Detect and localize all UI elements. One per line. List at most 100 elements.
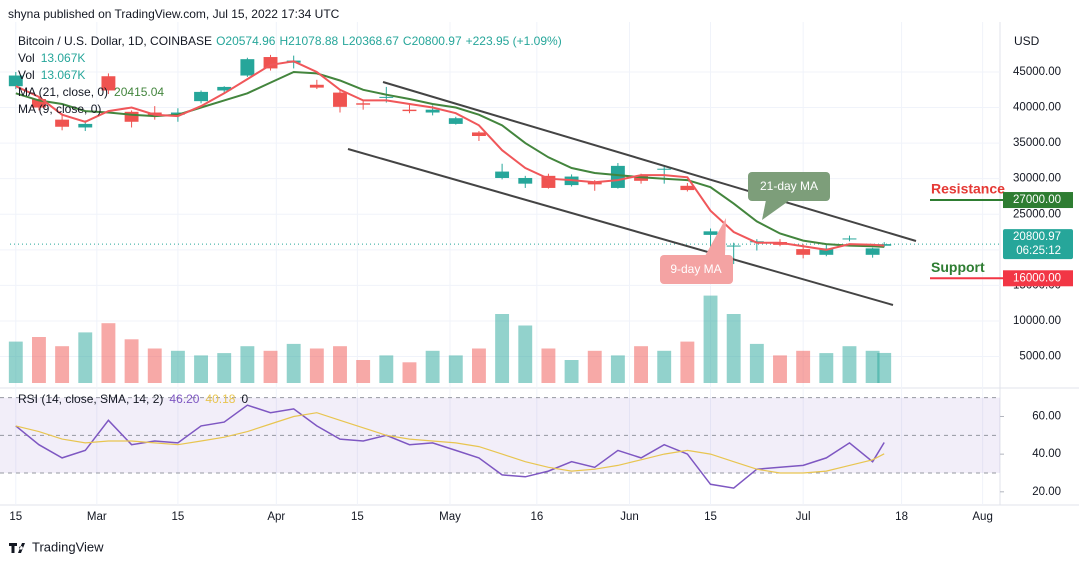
- volume-bar: [124, 339, 139, 383]
- candle-body: [448, 118, 463, 124]
- volume-bar: [263, 350, 278, 383]
- volume-bar: [819, 353, 834, 383]
- candle-body: [610, 165, 625, 188]
- brand-name: TradingView: [32, 539, 104, 554]
- candle-body: [101, 76, 116, 91]
- candle-body: [8, 75, 23, 87]
- volume-bar: [842, 346, 857, 383]
- volume-bar: [657, 350, 672, 383]
- x-tick-label: 15: [351, 511, 364, 523]
- legend-row: MA (9, close, 0): [18, 102, 101, 116]
- candle-body: [425, 109, 440, 113]
- callout-pointer: [762, 200, 790, 220]
- level-tag-label: 16000.00: [1013, 272, 1061, 284]
- legend-row: Vol 13.067K: [18, 51, 85, 65]
- volume-bar: [587, 350, 602, 383]
- channel-lower: [347, 148, 894, 306]
- volume-bar: [749, 343, 764, 383]
- rsi-sma-line: [15, 412, 885, 474]
- candle-body: [657, 168, 672, 170]
- currency: USD: [1014, 34, 1040, 48]
- y-tick-label: 45000.00: [1013, 66, 1061, 78]
- candle-body: [495, 171, 510, 178]
- level-tag-label: 27000.00: [1013, 194, 1061, 206]
- price-tag-countdown: 06:25:12: [1016, 245, 1061, 257]
- x-tick-label: May: [439, 511, 461, 523]
- legend-row: Vol 13.067K: [18, 68, 85, 82]
- candle-body: [356, 103, 371, 105]
- candle-body: [263, 57, 278, 69]
- candle-body: [842, 238, 857, 240]
- volume-bar: [425, 350, 440, 383]
- candle-body: [472, 132, 486, 137]
- x-tick-label: Jul: [796, 511, 811, 523]
- volume-bar: [78, 332, 93, 383]
- volume-bar: [680, 341, 695, 383]
- x-tick-label: Jun: [620, 511, 639, 523]
- legend: Bitcoin / U.S. Dollar, 1D, COINBASE O2057…: [18, 34, 562, 406]
- ohlc: L20368.67: [342, 34, 399, 48]
- candle-body: [32, 99, 46, 108]
- rsi-tick-label: 40.00: [1032, 448, 1061, 460]
- ohlc: C20800.97: [403, 34, 462, 48]
- ohlc: H21078.88: [279, 34, 338, 48]
- header-line: Bitcoin / U.S. Dollar, 1D, COINBASE O2057…: [18, 34, 562, 48]
- candle-body: [726, 245, 741, 247]
- y-tick-label: 35000.00: [1013, 137, 1061, 149]
- candle-body: [865, 248, 880, 255]
- y-tick-label: 5000.00: [1019, 351, 1061, 363]
- legend-row: RSI (14, close, SMA, 14, 2) 46.20 40.18 0: [18, 392, 248, 406]
- x-tick-label: 15: [171, 511, 184, 523]
- volume-bar: [865, 350, 880, 383]
- volume-bar: [634, 346, 648, 383]
- volume-bar: [147, 348, 162, 383]
- brand: TradingView: [9, 539, 104, 554]
- candle-body: [194, 91, 208, 102]
- candle-body: [796, 249, 811, 255]
- x-tick-label: 18: [895, 511, 908, 523]
- channel-upper: [382, 81, 917, 242]
- candle-body: [217, 86, 232, 91]
- price-tag-label: 20800.97: [1013, 231, 1061, 243]
- level-text: Support: [931, 259, 985, 275]
- y-tick-label: 30000.00: [1013, 173, 1061, 185]
- volume-bar: [286, 343, 301, 383]
- volume-bar: [356, 360, 371, 383]
- overlay: 21-day MA 9-day MA: [347, 81, 917, 306]
- ohlc: O20574.96: [216, 34, 276, 48]
- candle-body: [680, 185, 695, 191]
- level-text: Resistance: [931, 181, 1005, 197]
- candle-body: [703, 231, 718, 235]
- volume-bar: [495, 314, 510, 383]
- y-tick-label: 40000.00: [1013, 102, 1061, 114]
- volume-bar: [309, 348, 324, 383]
- volume-bar: [518, 325, 533, 383]
- volume-bar: [402, 362, 417, 383]
- rsi-tick-label: 20.00: [1032, 486, 1061, 498]
- candle-body: [170, 112, 185, 115]
- volume-bar: [333, 346, 347, 383]
- symbol: Bitcoin / U.S. Dollar, 1D, COINBASE: [18, 34, 212, 48]
- callout-text: 9-day MA: [670, 262, 721, 276]
- publisher: shyna published on TradingView.com, Jul …: [8, 7, 340, 21]
- price-tag: [1003, 229, 1073, 260]
- candle-body: [240, 59, 255, 76]
- volume-bar: [170, 350, 185, 383]
- candle-body: [634, 175, 648, 181]
- volume-bar: [194, 355, 208, 383]
- volume-bar: [726, 314, 741, 383]
- y-tick-label: 25000.00: [1013, 208, 1061, 220]
- plot: 15 Mar 15 Apr 15 May 16 Jun 15 Jul 18 Aug 45000.00 40…: [0, 22, 1079, 523]
- volume-bar: [101, 323, 116, 383]
- volume-bar: [773, 355, 787, 383]
- legend-value: 40.18: [205, 392, 235, 406]
- legend-row: MA (21, close, 0) 20415.04: [18, 85, 164, 99]
- x-tick-label: Apr: [267, 511, 285, 523]
- legend-name: RSI (14, close, SMA, 14, 2): [18, 392, 163, 406]
- candle-body: [402, 109, 417, 112]
- candle-body: [333, 92, 347, 107]
- volume-bar: [55, 346, 70, 383]
- volume-bar: [448, 355, 463, 383]
